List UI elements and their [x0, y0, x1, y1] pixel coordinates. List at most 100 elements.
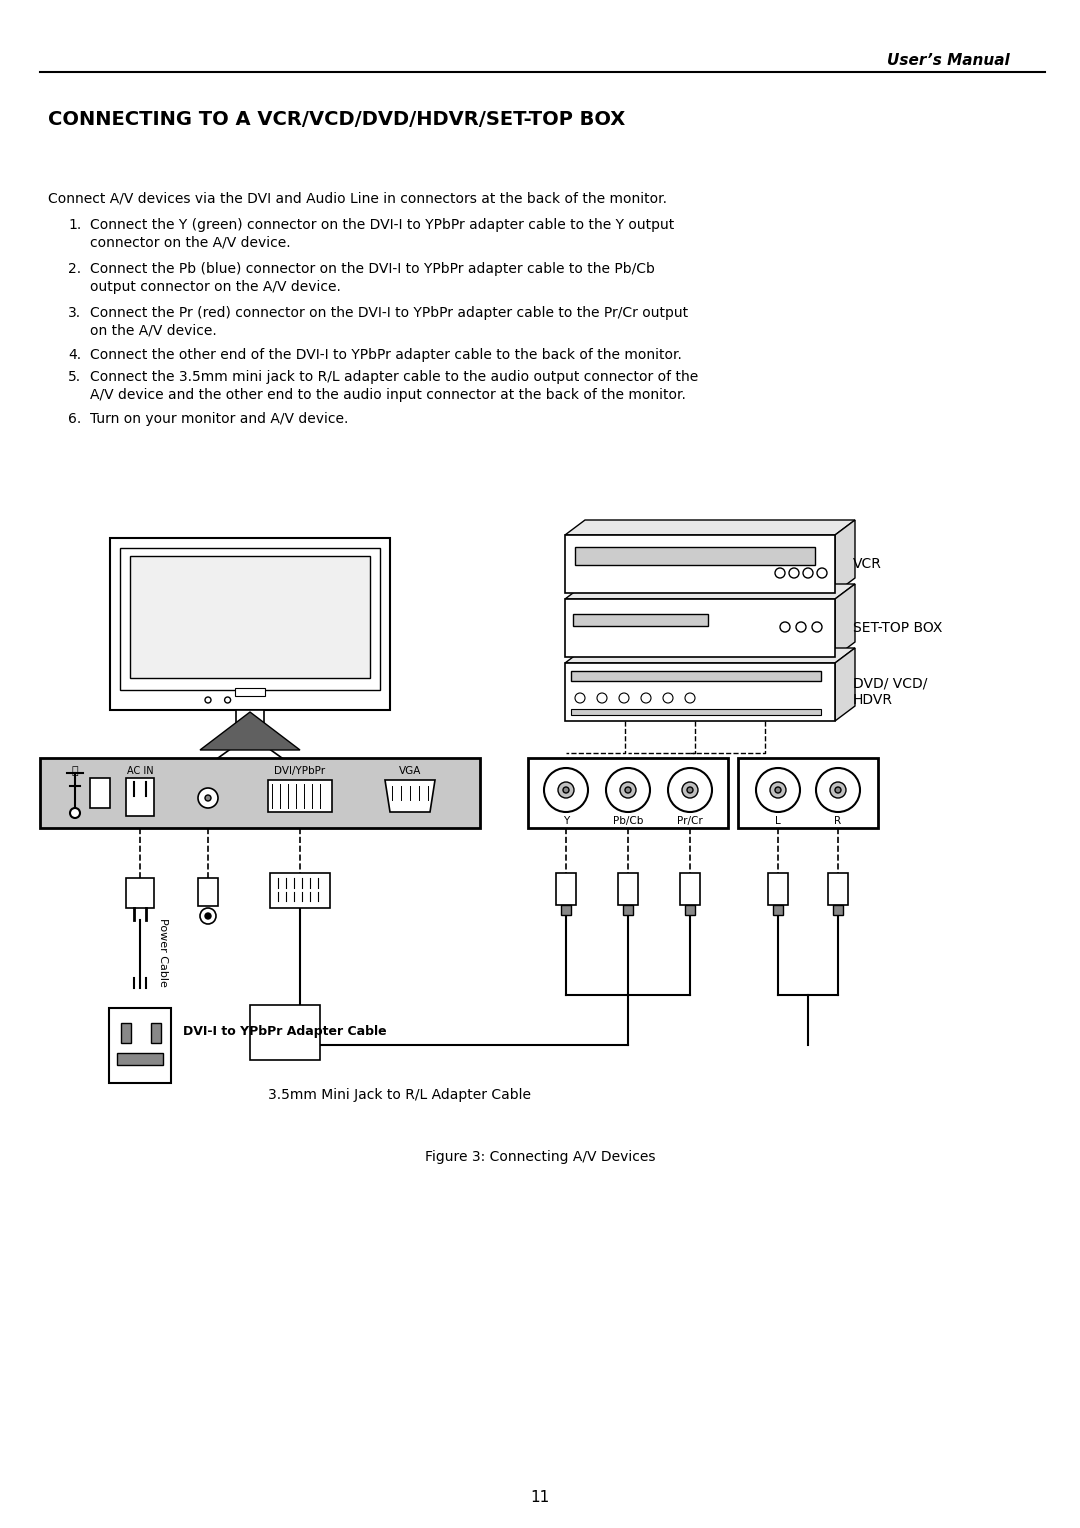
Circle shape — [225, 697, 231, 703]
Circle shape — [775, 568, 785, 578]
Circle shape — [816, 568, 827, 578]
Circle shape — [804, 568, 813, 578]
Text: DVD/ VCD/
HDVR: DVD/ VCD/ HDVR — [853, 677, 928, 707]
Bar — [110, 538, 390, 711]
Circle shape — [687, 787, 693, 793]
Circle shape — [831, 782, 846, 798]
Bar — [117, 1053, 163, 1065]
Circle shape — [789, 568, 799, 578]
Bar — [198, 879, 218, 906]
Text: Connect the other end of the DVI-I to YPbPr adapter cable to the back of the mon: Connect the other end of the DVI-I to YP… — [90, 348, 681, 362]
Text: 5.: 5. — [68, 370, 81, 384]
Text: Connect the 3.5mm mini jack to R/L adapter cable to the audio output connector o: Connect the 3.5mm mini jack to R/L adapt… — [90, 370, 699, 384]
Text: 6.: 6. — [68, 413, 81, 426]
Circle shape — [681, 782, 698, 798]
Bar — [571, 671, 821, 681]
Text: Turn on your monitor and A/V device.: Turn on your monitor and A/V device. — [90, 413, 349, 426]
Circle shape — [205, 697, 211, 703]
Text: VCR: VCR — [853, 558, 882, 571]
Text: 3.: 3. — [68, 306, 81, 319]
Text: ⭘: ⭘ — [71, 766, 79, 776]
Bar — [738, 758, 878, 828]
Bar — [828, 872, 848, 905]
Bar — [528, 758, 728, 828]
Bar — [120, 549, 380, 691]
Bar — [40, 758, 480, 828]
Text: 4.: 4. — [68, 348, 81, 362]
Bar — [121, 1024, 131, 1044]
Text: Pb/Cb: Pb/Cb — [612, 816, 644, 827]
Text: output connector on the A/V device.: output connector on the A/V device. — [90, 280, 341, 293]
Circle shape — [620, 782, 636, 798]
Text: 11: 11 — [530, 1490, 550, 1505]
Bar — [565, 535, 835, 593]
Circle shape — [669, 769, 712, 811]
Bar — [618, 872, 638, 905]
Bar — [109, 1008, 171, 1083]
Text: 3.5mm Mini Jack to R/L Adapter Cable: 3.5mm Mini Jack to R/L Adapter Cable — [269, 1088, 531, 1102]
Circle shape — [606, 769, 650, 811]
Bar — [768, 872, 788, 905]
Text: 1.: 1. — [68, 219, 81, 232]
Polygon shape — [200, 712, 300, 750]
Circle shape — [663, 694, 673, 703]
Polygon shape — [835, 520, 855, 593]
Text: Connect the Pr (red) connector on the DVI-I to YPbPr adapter cable to the Pr/Cr : Connect the Pr (red) connector on the DV… — [90, 306, 688, 319]
Bar — [573, 614, 708, 626]
Text: Connect A/V devices via the DVI and Audio Line in connectors at the back of the : Connect A/V devices via the DVI and Audi… — [48, 193, 667, 206]
Text: 2.: 2. — [68, 261, 81, 277]
Bar — [126, 778, 154, 816]
Circle shape — [205, 795, 211, 801]
Bar — [130, 556, 370, 678]
Bar — [249, 1005, 320, 1060]
Text: Y: Y — [563, 816, 569, 827]
Text: on the A/V device.: on the A/V device. — [90, 324, 217, 338]
Circle shape — [796, 622, 806, 633]
Circle shape — [544, 769, 588, 811]
Circle shape — [597, 694, 607, 703]
Circle shape — [775, 787, 781, 793]
Bar — [685, 905, 696, 915]
Bar — [268, 779, 332, 811]
Bar — [680, 872, 700, 905]
Circle shape — [619, 694, 629, 703]
Circle shape — [575, 694, 585, 703]
Polygon shape — [565, 520, 855, 535]
Bar — [561, 905, 571, 915]
Bar — [126, 879, 154, 908]
Circle shape — [198, 788, 218, 808]
Circle shape — [770, 782, 786, 798]
Circle shape — [835, 787, 841, 793]
Polygon shape — [565, 584, 855, 599]
Bar — [565, 663, 835, 721]
Text: User’s Manual: User’s Manual — [888, 53, 1010, 69]
Polygon shape — [835, 648, 855, 721]
Text: SET-TOP BOX: SET-TOP BOX — [853, 620, 943, 636]
Circle shape — [780, 622, 789, 633]
Circle shape — [563, 787, 569, 793]
Circle shape — [812, 622, 822, 633]
Text: DVI/YPbPr: DVI/YPbPr — [274, 766, 325, 776]
Polygon shape — [190, 749, 310, 778]
Circle shape — [816, 769, 860, 811]
Circle shape — [558, 782, 573, 798]
Polygon shape — [835, 584, 855, 657]
Bar — [565, 599, 835, 657]
Bar — [235, 688, 265, 695]
Bar — [571, 709, 821, 715]
Circle shape — [70, 808, 80, 817]
Bar — [575, 547, 815, 565]
Text: AC IN: AC IN — [126, 766, 153, 776]
Bar — [237, 711, 264, 749]
Text: L: L — [775, 816, 781, 827]
Bar — [623, 905, 633, 915]
Bar — [833, 905, 843, 915]
Text: connector on the A/V device.: connector on the A/V device. — [90, 235, 291, 251]
Polygon shape — [384, 779, 435, 811]
Circle shape — [205, 914, 211, 918]
Text: VGA: VGA — [399, 766, 421, 776]
Bar — [270, 872, 330, 908]
Text: Connect the Y (green) connector on the DVI-I to YPbPr adapter cable to the Y out: Connect the Y (green) connector on the D… — [90, 219, 674, 232]
Text: Connect the Pb (blue) connector on the DVI-I to YPbPr adapter cable to the Pb/Cb: Connect the Pb (blue) connector on the D… — [90, 261, 654, 277]
Text: R: R — [835, 816, 841, 827]
